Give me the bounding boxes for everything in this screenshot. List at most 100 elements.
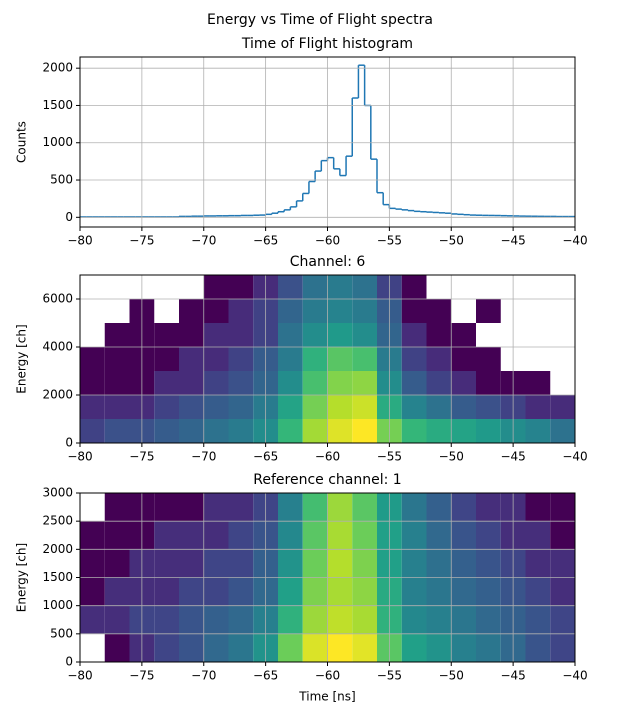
x-tick-label: −55	[377, 669, 402, 683]
heatmap-cell	[525, 419, 551, 443]
heatmap-cell	[476, 419, 501, 443]
heatmap-cell	[451, 577, 476, 606]
heatmap-cell	[104, 549, 130, 578]
heatmap-cell	[278, 323, 303, 347]
x-tick-label: −50	[439, 234, 464, 248]
heatmap-cell	[179, 577, 204, 606]
heatmap-cell	[426, 549, 452, 578]
subplot-title: Reference channel: 1	[253, 472, 401, 488]
heatmap-cell	[179, 493, 204, 522]
y-tick-label: 1000	[42, 135, 73, 149]
heatmap-cell	[327, 419, 353, 443]
heatmap-cell	[154, 419, 179, 443]
heatmap-cell	[426, 633, 452, 662]
heatmap-cell	[278, 299, 303, 323]
subplot-title: Channel: 6	[290, 254, 366, 270]
y-tick-label: 500	[50, 173, 73, 187]
x-tick-label: −60	[315, 234, 340, 248]
heatmap-cell	[550, 633, 575, 662]
heatmap-cell	[203, 395, 229, 419]
heatmap-cell	[203, 299, 229, 323]
heatmap-cell	[104, 577, 130, 606]
heatmap-cell	[550, 521, 575, 550]
y-axis-label: Energy [ch]	[15, 543, 29, 612]
heatmap-cell	[104, 371, 130, 395]
heatmap-cell	[327, 521, 353, 550]
x-tick-label: −80	[67, 234, 92, 248]
x-tick-label: −50	[439, 450, 464, 464]
heatmap-cell	[302, 371, 328, 395]
x-tick-label: −45	[500, 669, 525, 683]
heatmap-cell	[426, 395, 452, 419]
heatmap-cell	[154, 493, 179, 522]
heatmap-cell	[104, 395, 130, 419]
heatmap-cell	[327, 633, 353, 662]
axes-frame	[79, 492, 576, 663]
x-tick-label: −40	[562, 669, 587, 683]
heatmap-cell	[228, 275, 254, 299]
heatmap-cell	[203, 577, 229, 606]
heatmap-cell	[203, 493, 229, 522]
y-tick-label: 0	[65, 210, 73, 224]
heatmap-cell	[451, 371, 476, 395]
heatmap-cell	[154, 605, 179, 634]
y-tick-label: 4000	[42, 340, 73, 354]
heatmap-cell	[80, 347, 105, 371]
heatmap-cell	[302, 275, 328, 299]
axes-frame	[79, 274, 576, 444]
heatmap-cell	[302, 419, 328, 443]
heatmap-cell	[401, 493, 427, 522]
heatmap-cell	[302, 493, 328, 522]
heatmap-cell	[203, 419, 229, 443]
heatmap-cell	[104, 633, 130, 662]
heatmap-cell	[352, 419, 377, 443]
heatmap-cell	[302, 323, 328, 347]
x-tick-label: −75	[129, 669, 154, 683]
heatmap-cell	[401, 521, 427, 550]
heatmap-cell	[228, 347, 254, 371]
heatmap-cell	[80, 419, 105, 443]
heatmap-cell	[179, 323, 204, 347]
heatmap-cell	[476, 299, 501, 323]
x-tick-label: −40	[562, 234, 587, 248]
heatmap-cell	[451, 549, 476, 578]
heatmap-cell	[80, 577, 105, 606]
heatmap-cell	[426, 605, 452, 634]
heatmap-cell	[476, 371, 501, 395]
heatmap-cell	[104, 605, 130, 634]
heatmap-cell	[476, 347, 501, 371]
x-tick-label: −65	[253, 234, 278, 248]
heatmap-cell	[476, 577, 501, 606]
heatmap-cell	[352, 371, 377, 395]
heatmap-cell	[451, 419, 476, 443]
heatmap-cell	[179, 371, 204, 395]
heatmap-cell	[327, 275, 353, 299]
heatmap-cell	[426, 493, 452, 522]
heatmap-cell	[278, 371, 303, 395]
heatmap-cell	[426, 371, 452, 395]
heatmap-cell	[352, 521, 377, 550]
y-tick-label: 1500	[42, 98, 73, 112]
heatmap-cell	[302, 299, 328, 323]
x-tick-label: −60	[315, 669, 340, 683]
heatmap-cell	[302, 605, 328, 634]
heatmap-cell	[154, 577, 179, 606]
heatmap-cell	[426, 299, 452, 323]
heatmap-cell	[352, 549, 377, 578]
heatmap-cell	[228, 521, 254, 550]
heatmap-cell	[228, 371, 254, 395]
y-tick-label: 1000	[42, 598, 73, 612]
heatmap-cell	[401, 605, 427, 634]
heatmap-cell	[401, 395, 427, 419]
heatmap-cell	[278, 493, 303, 522]
x-tick-label: −50	[439, 669, 464, 683]
heatmap-cell	[476, 633, 501, 662]
x-tick-label: −55	[377, 234, 402, 248]
heatmap-cell	[525, 371, 551, 395]
heatmap-cell	[302, 633, 328, 662]
heatmap-cell	[154, 395, 179, 419]
heatmap-cell	[179, 347, 204, 371]
x-tick-label: −55	[377, 450, 402, 464]
heatmap-cell	[203, 347, 229, 371]
heatmap-cell	[179, 633, 204, 662]
